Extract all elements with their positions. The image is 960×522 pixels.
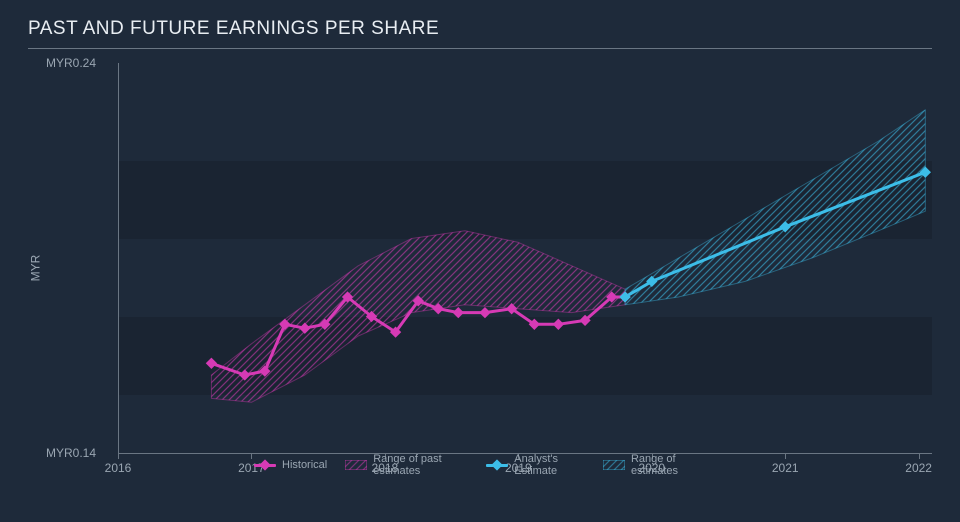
legend-estimate: Analyst's Estimate — [486, 453, 585, 477]
plot-region: MYR0.14MYR0.2420162017201820192020202120… — [118, 63, 932, 453]
y-tick-label: MYR0.24 — [46, 56, 96, 70]
y-axis-label: MYR — [28, 255, 42, 282]
legend-historical: Historical — [254, 459, 327, 471]
historical-range — [211, 231, 625, 403]
legend-future-range: Range of estimates — [603, 453, 706, 477]
historical-marker — [553, 319, 564, 330]
x-tick-label: 2016 — [105, 461, 132, 475]
x-tick-label: 2022 — [905, 461, 932, 475]
legend-estimate-label: Analyst's Estimate — [514, 453, 585, 477]
historical-marker — [479, 307, 490, 318]
chart-area: MYR MYR0.14MYR0.242016201720182019202020… — [28, 53, 932, 483]
x-tick-mark — [785, 453, 786, 459]
x-tick-mark — [251, 453, 252, 459]
legend-historical-marker — [254, 460, 276, 470]
legend-past-range-marker — [345, 460, 367, 470]
historical-marker — [206, 358, 217, 369]
estimate-range — [625, 110, 925, 305]
historical-marker — [453, 307, 464, 318]
chart-container: PAST AND FUTURE EARNINGS PER SHARE MYR M… — [0, 0, 960, 522]
legend-estimate-marker — [486, 460, 508, 470]
legend-future-range-label: Range of estimates — [631, 453, 706, 477]
x-tick-label: 2021 — [772, 461, 799, 475]
legend-past-range: Range of past estimates — [345, 453, 468, 477]
legend-historical-label: Historical — [282, 459, 327, 471]
chart-title: PAST AND FUTURE EARNINGS PER SHARE — [28, 18, 932, 49]
legend-future-range-marker — [603, 460, 625, 470]
series-svg — [118, 63, 932, 453]
y-tick-label: MYR0.14 — [46, 446, 96, 460]
legend-past-range-label: Range of past estimates — [373, 453, 468, 477]
x-tick-mark — [118, 453, 119, 459]
x-tick-mark — [919, 453, 920, 459]
legend: Historical Range of past estimates Analy… — [254, 453, 706, 477]
